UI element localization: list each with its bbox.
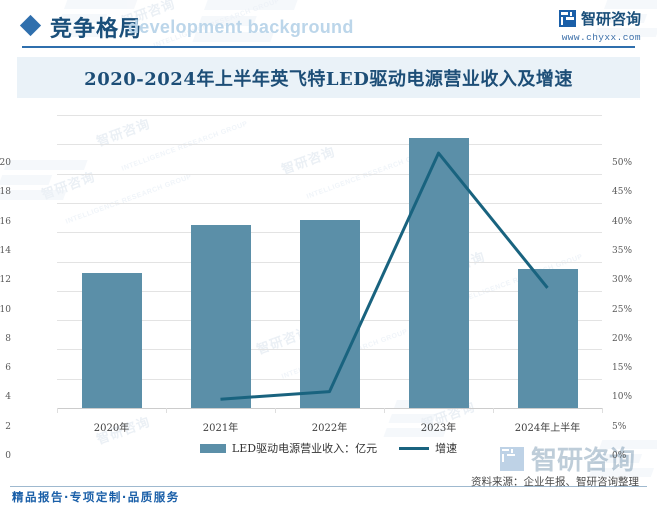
- x-axis-tick: [57, 408, 58, 413]
- chart-gridline: [57, 202, 602, 204]
- chart-plot-wrapper: 2020年 2021年 2022年 2023年 2024年上半年 0 2 4 6 8 10 12 14…: [0, 105, 640, 468]
- right-axis-tick-label: 50%: [612, 158, 633, 168]
- x-axis-tick: [275, 408, 276, 413]
- chart-gridline: [57, 144, 602, 146]
- left-axis-tick-label: 10: [0, 304, 11, 315]
- chart-legend: LED驱动电源营业收入：亿元 增速: [17, 440, 640, 456]
- left-axis-tick-label: 2: [5, 421, 11, 432]
- chart-bar[interactable]: [517, 268, 578, 408]
- page-header: development background 竞争格局 智研咨询 www.chy…: [0, 0, 657, 48]
- brand-mark-icon: [499, 446, 524, 471]
- chart-line-path: [220, 151, 549, 401]
- left-axis-tick-label: 4: [5, 392, 11, 403]
- left-axis-tick-label: 0: [5, 451, 11, 461]
- chart-bar[interactable]: [190, 224, 251, 408]
- left-axis-tick-label: 18: [0, 187, 11, 198]
- chart-bar[interactable]: [408, 138, 469, 408]
- chart-gridline: [57, 115, 602, 116]
- right-axis-tick-label: 5%: [612, 421, 627, 432]
- legend-bar-swatch: [199, 443, 226, 453]
- left-axis-tick-label: 6: [5, 363, 11, 374]
- header-divider: [22, 46, 635, 48]
- diamond-icon: [19, 14, 42, 37]
- header-subtitle: development background: [128, 17, 354, 37]
- left-axis-tick-label: 12: [0, 275, 11, 286]
- x-axis-category-label: 2021年: [202, 423, 239, 434]
- legend-item-line[interactable]: 增速: [399, 440, 457, 456]
- right-axis-tick-label: 40%: [612, 216, 633, 227]
- legend-item-bar[interactable]: LED驱动电源营业收入：亿元: [199, 440, 378, 456]
- footer-slogan: 精品报告·专项定制·品质服务: [12, 490, 180, 504]
- chart-gridline: [57, 408, 602, 409]
- left-axis-tick-label: 8: [5, 333, 11, 344]
- chart-card: 2020-2024年上半年英飞特LED驱动电源营业收入及增速 2020年 2021…: [0, 57, 640, 468]
- chart-title: 2020-2024年上半年英飞特LED驱动电源营业收入及增速: [84, 68, 573, 90]
- right-axis-tick-label: 15%: [612, 363, 633, 374]
- right-axis-tick-label: 35%: [612, 245, 633, 256]
- x-axis-tick: [166, 408, 167, 413]
- right-axis-tick-label: 45%: [612, 187, 633, 198]
- chart-source-note: 资料来源：企业年报、智研咨询整理: [471, 476, 639, 488]
- chart-title-bar: [17, 57, 640, 98]
- x-axis-category-label: 2022年: [311, 423, 348, 434]
- footer-divider: [10, 486, 647, 487]
- chart-line-series: [220, 151, 549, 401]
- legend-bar-label: LED驱动电源营业收入：亿元: [231, 442, 378, 455]
- left-axis-tick-label: 20: [0, 158, 11, 168]
- chart-bar[interactable]: [299, 220, 360, 408]
- x-axis-category-label: 2023年: [420, 423, 457, 434]
- brand-url: www.chyxx.com: [561, 32, 641, 43]
- left-axis-tick-label: 16: [0, 216, 11, 227]
- x-axis-category-label: 2020年: [93, 423, 130, 434]
- right-axis-tick-label: 20%: [612, 333, 633, 344]
- left-axis-tick-label: 14: [0, 245, 11, 256]
- legend-line-label: 增速: [435, 442, 458, 455]
- chart-bar[interactable]: [81, 273, 142, 408]
- brand-name: 智研咨询: [580, 10, 641, 28]
- right-axis-tick-label: 30%: [612, 275, 633, 286]
- x-axis-tick: [602, 408, 603, 413]
- right-axis-tick-label: 25%: [612, 304, 633, 315]
- right-axis-tick-label: 10%: [612, 392, 633, 403]
- x-axis-category-label: 2024年上半年: [514, 423, 581, 434]
- chart-gridline: [57, 173, 602, 175]
- x-axis-tick: [384, 408, 385, 413]
- brand-mark-icon: [558, 10, 576, 27]
- brand-logo: 智研咨询 www.chyxx.com: [558, 8, 641, 43]
- legend-line-swatch: [399, 446, 430, 450]
- x-axis-tick: [493, 408, 494, 413]
- chart-plot-area: [57, 115, 603, 413]
